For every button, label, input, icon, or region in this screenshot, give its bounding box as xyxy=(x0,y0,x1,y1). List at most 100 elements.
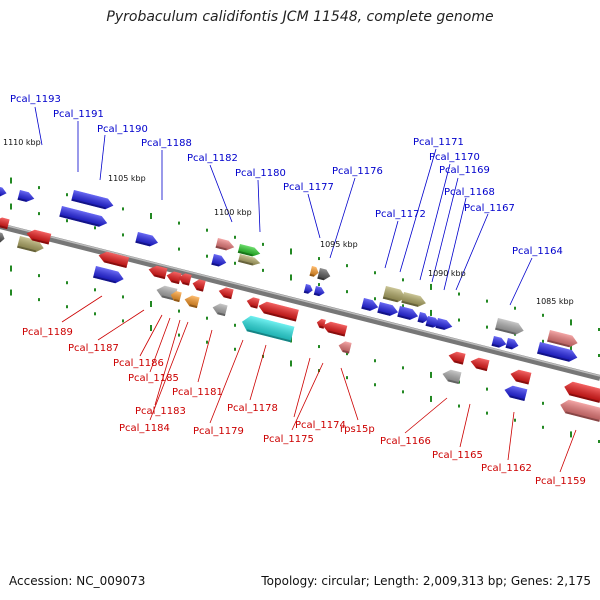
gene-arrow[interactable] xyxy=(491,336,508,349)
gene-arrow[interactable] xyxy=(559,398,600,422)
gene-label-pcal-1182[interactable]: Pcal_1182 xyxy=(187,153,238,164)
gene-label-pcal-1184[interactable]: Pcal_1184 xyxy=(119,423,170,434)
tick-label-1100: 1100 kbp xyxy=(214,208,252,217)
gene-arrow[interactable] xyxy=(246,296,260,309)
gene-arrow[interactable] xyxy=(495,318,525,337)
gene-arrow[interactable] xyxy=(215,238,236,252)
gene-arrow-edge xyxy=(537,351,570,362)
tick-mark xyxy=(346,352,348,356)
gene-label-pcal-1166[interactable]: Pcal_1166 xyxy=(380,436,431,447)
gene-arrow[interactable] xyxy=(417,312,430,324)
gene-label-pcal-1181[interactable]: Pcal_1181 xyxy=(172,387,223,398)
gene-label-pcal-1187[interactable]: Pcal_1187 xyxy=(68,343,119,354)
gene-label-pcal-1174[interactable]: Pcal_1174 xyxy=(295,420,346,431)
gene-arrow[interactable] xyxy=(177,272,192,286)
gene-arrow[interactable] xyxy=(303,284,314,295)
leader-line xyxy=(431,177,459,283)
gene-arrow[interactable] xyxy=(17,190,36,204)
gene-arrow[interactable] xyxy=(240,314,295,343)
gene-arrow[interactable] xyxy=(503,384,528,402)
gene-arrow[interactable] xyxy=(435,318,454,332)
gene-arrow[interactable] xyxy=(237,244,262,258)
gene-arrow[interactable] xyxy=(0,186,8,198)
gene-label-rps15p[interactable]: rps15p xyxy=(340,424,375,435)
tick-mark xyxy=(458,318,460,322)
tick-mark xyxy=(122,319,124,323)
tick-mark xyxy=(402,304,404,308)
gene-label-pcal-1170[interactable]: Pcal_1170 xyxy=(429,152,480,163)
gene-label-pcal-1164[interactable]: Pcal_1164 xyxy=(512,246,563,257)
gene-arrow[interactable] xyxy=(147,264,168,280)
gene-label-pcal-1193[interactable]: Pcal_1193 xyxy=(10,94,61,105)
gene-arrow[interactable] xyxy=(257,300,299,322)
gene-label-pcal-1180[interactable]: Pcal_1180 xyxy=(235,168,286,179)
tick-label-1085: 1085 kbp xyxy=(536,297,574,306)
gene-label-pcal-1175[interactable]: Pcal_1175 xyxy=(263,434,314,445)
gene-arrow[interactable] xyxy=(382,286,408,304)
gene-arrow[interactable] xyxy=(0,232,6,244)
gene-label-pcal-1159[interactable]: Pcal_1159 xyxy=(535,476,586,487)
gene-label-pcal-1186[interactable]: Pcal_1186 xyxy=(113,358,164,369)
gene-label-pcal-1191[interactable]: Pcal_1191 xyxy=(53,109,104,120)
gene-arrow[interactable] xyxy=(537,342,579,363)
gene-arrow[interactable] xyxy=(238,254,261,267)
gene-arrow[interactable] xyxy=(135,232,159,248)
gene-label-pcal-1183[interactable]: Pcal_1183 xyxy=(135,406,186,417)
gene-arrow[interactable] xyxy=(97,250,130,269)
tick-mark xyxy=(374,297,376,301)
gene-label-pcal-1165[interactable]: Pcal_1165 xyxy=(432,450,483,461)
gene-arrow[interactable] xyxy=(505,338,520,351)
tick-mark xyxy=(178,333,180,337)
gene-arrow[interactable] xyxy=(401,292,427,309)
gene-arrow[interactable] xyxy=(447,350,466,365)
gene-arrow[interactable] xyxy=(218,286,234,300)
gene-label-pcal-1177[interactable]: Pcal_1177 xyxy=(283,182,334,193)
gene-label-pcal-1176[interactable]: Pcal_1176 xyxy=(332,166,383,177)
gene-label-pcal-1172[interactable]: Pcal_1172 xyxy=(375,209,426,220)
gene-label-pcal-1185[interactable]: Pcal_1185 xyxy=(128,373,179,384)
gene-arrow[interactable] xyxy=(59,206,108,228)
gene-arrow[interactable] xyxy=(547,330,579,349)
gene-arrow[interactable] xyxy=(397,306,419,322)
gene-arrow[interactable] xyxy=(563,380,600,403)
gene-arrow[interactable] xyxy=(211,302,228,317)
tick-mark xyxy=(598,353,600,357)
gene-label-pcal-1162[interactable]: Pcal_1162 xyxy=(481,463,532,474)
gene-label-pcal-1167[interactable]: Pcal_1167 xyxy=(464,203,515,214)
gene-arrow-edge xyxy=(104,260,127,269)
gene-arrow[interactable] xyxy=(165,270,182,285)
tick-mark xyxy=(570,319,572,326)
gene-label-pcal-1188[interactable]: Pcal_1188 xyxy=(141,138,192,149)
gene-arrow[interactable] xyxy=(509,368,532,385)
gene-arrow-shading xyxy=(192,279,206,292)
gene-arrow[interactable] xyxy=(0,216,10,230)
gene-arrow[interactable] xyxy=(361,298,379,313)
gene-arrow[interactable] xyxy=(25,228,52,245)
gene-label-pcal-1189[interactable]: Pcal_1189 xyxy=(22,327,73,338)
gene-arrow[interactable] xyxy=(377,302,399,318)
gene-arrow[interactable] xyxy=(317,268,331,282)
tick-mark xyxy=(234,347,236,351)
gene-arrow[interactable] xyxy=(441,368,462,385)
gene-arrow[interactable] xyxy=(337,340,352,354)
gene-arrow[interactable] xyxy=(469,356,490,372)
gene-label-pcal-1179[interactable]: Pcal_1179 xyxy=(193,426,244,437)
gene-arrow[interactable] xyxy=(170,290,182,303)
gene-label-pcal-1190[interactable]: Pcal_1190 xyxy=(97,124,148,135)
gene-arrow[interactable] xyxy=(309,266,320,278)
gene-label-pcal-1171[interactable]: Pcal_1171 xyxy=(413,137,464,148)
gene-label-pcal-1169[interactable]: Pcal_1169 xyxy=(439,165,490,176)
gene-arrow-shading xyxy=(184,295,200,309)
gene-arrow[interactable] xyxy=(71,190,114,211)
gene-arrow[interactable] xyxy=(17,236,45,254)
gene-arrow[interactable] xyxy=(313,286,326,297)
gene-label-pcal-1168[interactable]: Pcal_1168 xyxy=(444,187,495,198)
gene-label-pcal-1178[interactable]: Pcal_1178 xyxy=(227,403,278,414)
gene-arrow[interactable] xyxy=(191,278,206,292)
tick-mark xyxy=(290,274,292,281)
gene-arrow[interactable] xyxy=(321,320,348,337)
gene-arrow[interactable] xyxy=(211,254,227,268)
tick-mark xyxy=(234,261,236,265)
gene-arrow[interactable] xyxy=(93,266,125,285)
gene-arrow[interactable] xyxy=(183,294,200,309)
